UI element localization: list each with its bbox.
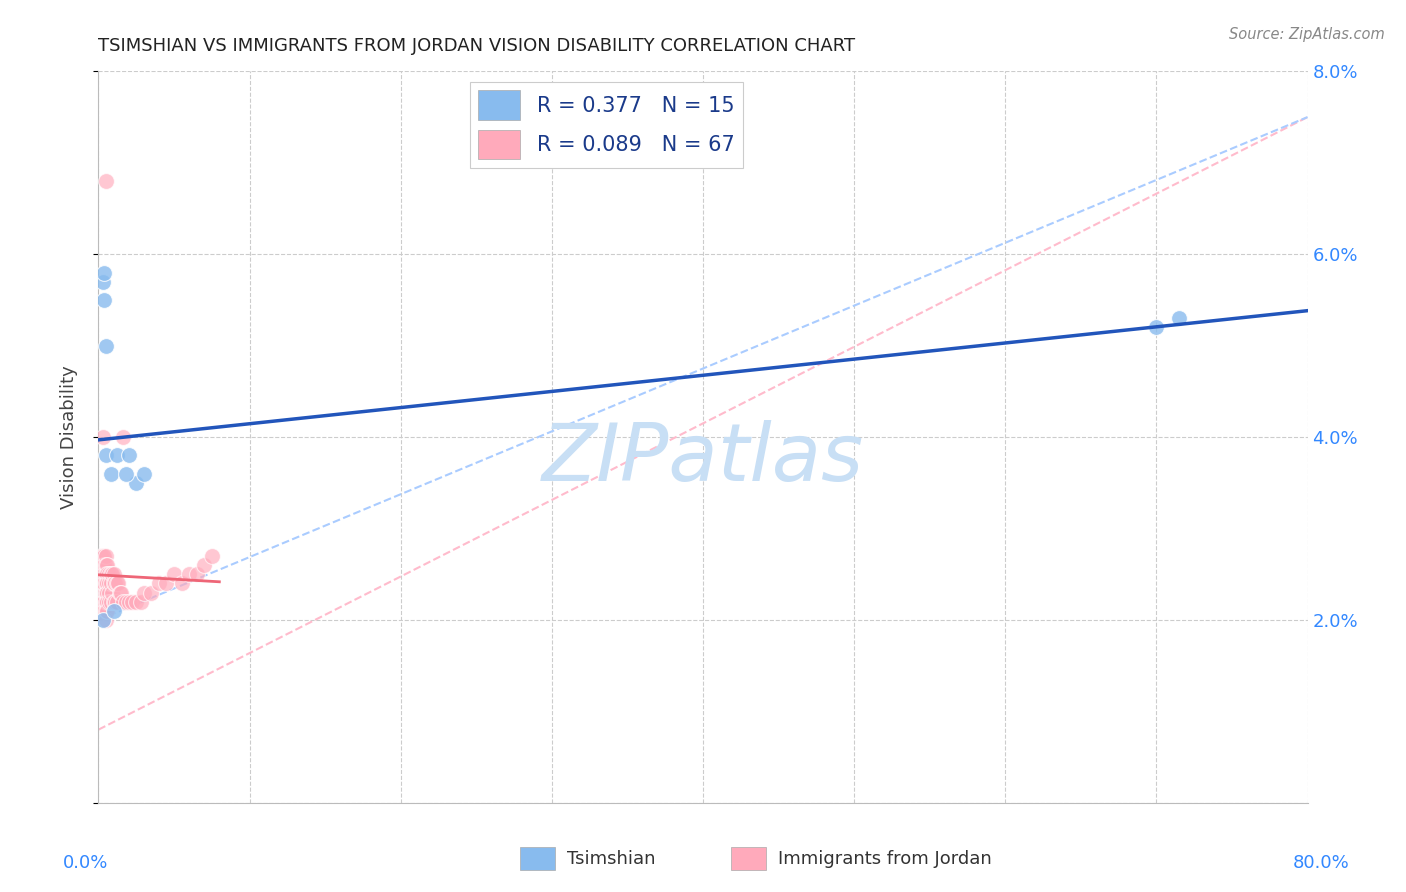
Point bbox=[98, 576, 121, 591]
Point bbox=[148, 576, 170, 591]
Point bbox=[201, 549, 224, 563]
Point bbox=[93, 613, 115, 627]
Point bbox=[111, 595, 134, 609]
Point bbox=[96, 595, 118, 609]
Point bbox=[93, 567, 115, 582]
Point bbox=[91, 430, 114, 444]
Point bbox=[98, 567, 121, 582]
Point bbox=[100, 576, 122, 591]
Point bbox=[94, 567, 117, 582]
Point bbox=[96, 567, 118, 582]
Text: Source: ZipAtlas.com: Source: ZipAtlas.com bbox=[1229, 27, 1385, 42]
Point bbox=[107, 576, 129, 591]
Text: ZIPatlas: ZIPatlas bbox=[541, 420, 865, 498]
Point bbox=[141, 585, 163, 599]
Point bbox=[98, 585, 121, 599]
Point bbox=[103, 567, 125, 582]
Point bbox=[121, 595, 143, 609]
Point bbox=[100, 595, 122, 609]
Point bbox=[105, 595, 128, 609]
Point bbox=[132, 585, 155, 599]
Point bbox=[93, 549, 115, 563]
Text: TSIMSHIAN VS IMMIGRANTS FROM JORDAN VISION DISABILITY CORRELATION CHART: TSIMSHIAN VS IMMIGRANTS FROM JORDAN VISI… bbox=[98, 37, 855, 54]
Text: 0.0%: 0.0% bbox=[63, 855, 108, 872]
Point bbox=[108, 585, 131, 599]
Point bbox=[110, 585, 132, 599]
Point bbox=[93, 293, 115, 307]
Point bbox=[96, 604, 118, 618]
Point bbox=[163, 567, 186, 582]
Text: Tsimshian: Tsimshian bbox=[567, 849, 655, 868]
Point bbox=[91, 595, 114, 609]
Point bbox=[114, 595, 136, 609]
Y-axis label: Vision Disability: Vision Disability bbox=[59, 365, 77, 509]
Point bbox=[93, 576, 115, 591]
Point bbox=[105, 449, 128, 463]
Point bbox=[91, 604, 114, 618]
Point bbox=[94, 576, 117, 591]
Point bbox=[94, 174, 117, 188]
Point bbox=[125, 595, 148, 609]
Point bbox=[96, 585, 118, 599]
Point bbox=[132, 467, 155, 481]
Point bbox=[93, 558, 115, 573]
Legend: R = 0.377   N = 15, R = 0.089   N = 67: R = 0.377 N = 15, R = 0.089 N = 67 bbox=[470, 82, 742, 168]
Point bbox=[90, 576, 112, 591]
Point bbox=[104, 595, 127, 609]
Point bbox=[93, 266, 115, 280]
Point bbox=[118, 449, 141, 463]
Point bbox=[104, 576, 127, 591]
Point bbox=[179, 567, 201, 582]
Point bbox=[90, 549, 112, 563]
Point bbox=[103, 576, 125, 591]
Text: 80.0%: 80.0% bbox=[1294, 855, 1350, 872]
Point bbox=[125, 475, 148, 490]
Point bbox=[170, 576, 193, 591]
Point bbox=[93, 604, 115, 618]
Point bbox=[94, 604, 117, 618]
Point bbox=[91, 275, 114, 289]
Point bbox=[100, 567, 122, 582]
Point bbox=[98, 595, 121, 609]
Point bbox=[91, 558, 114, 573]
Point bbox=[94, 449, 117, 463]
Point bbox=[90, 558, 112, 573]
Point bbox=[101, 585, 124, 599]
Point bbox=[91, 576, 114, 591]
Point bbox=[1168, 311, 1191, 326]
Point bbox=[91, 567, 114, 582]
Point bbox=[111, 430, 134, 444]
Point bbox=[94, 595, 117, 609]
Point bbox=[90, 567, 112, 582]
Point bbox=[193, 558, 215, 573]
Point bbox=[94, 549, 117, 563]
Point bbox=[100, 467, 122, 481]
FancyBboxPatch shape bbox=[731, 847, 766, 870]
Point bbox=[118, 595, 141, 609]
Point bbox=[103, 604, 125, 618]
Point bbox=[91, 549, 114, 563]
Point bbox=[114, 467, 136, 481]
Point bbox=[105, 576, 128, 591]
Point bbox=[155, 576, 177, 591]
Point bbox=[1144, 320, 1167, 334]
Point bbox=[96, 576, 118, 591]
Point bbox=[103, 595, 125, 609]
Point bbox=[94, 338, 117, 352]
Point bbox=[186, 567, 208, 582]
Point bbox=[94, 558, 117, 573]
FancyBboxPatch shape bbox=[520, 847, 555, 870]
Point bbox=[101, 567, 124, 582]
Text: Immigrants from Jordan: Immigrants from Jordan bbox=[778, 849, 991, 868]
Point bbox=[90, 585, 112, 599]
Point bbox=[94, 613, 117, 627]
Point bbox=[94, 585, 117, 599]
Point bbox=[93, 595, 115, 609]
Point bbox=[129, 595, 152, 609]
Point bbox=[96, 558, 118, 573]
Point bbox=[91, 613, 114, 627]
